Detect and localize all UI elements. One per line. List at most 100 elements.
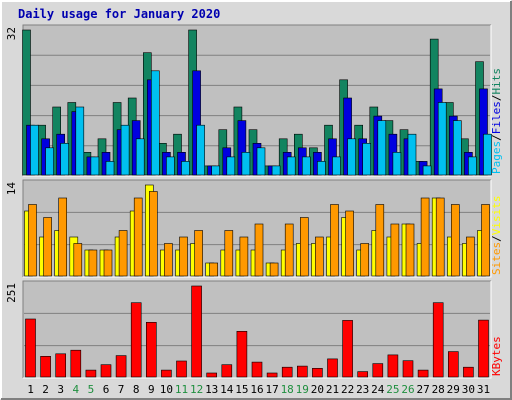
bar-sites-day-5 <box>88 249 98 277</box>
bar-pages-day-12 <box>196 124 205 176</box>
legend-pages: Pages <box>490 141 503 174</box>
bar-kbytes-day-24 <box>372 363 384 378</box>
bar-sites-day-22 <box>345 210 354 277</box>
x-label-day-12: 12 <box>190 383 203 396</box>
legend-separator: / <box>490 134 503 141</box>
legend: Pages/Files/Hits <box>490 68 503 174</box>
bar-pages-day-29 <box>452 120 462 176</box>
bar-sites-day-3 <box>58 197 68 277</box>
x-label-day-20: 20 <box>311 383 324 396</box>
bar-sites-day-19 <box>299 217 309 277</box>
bar-sites-day-9 <box>149 191 158 277</box>
x-label-day-31: 31 <box>477 383 490 396</box>
x-label-day-6: 6 <box>103 383 110 396</box>
bar-kbytes-day-8 <box>130 302 142 378</box>
bar-sites-day-11 <box>179 236 188 277</box>
bar-sites-day-7 <box>118 230 128 277</box>
bar-pages-day-19 <box>301 156 311 176</box>
bar-kbytes-day-6 <box>100 364 112 378</box>
legend: KBytes <box>490 336 503 376</box>
bar-kbytes-day-1 <box>25 318 36 378</box>
legend-separator: / <box>490 235 503 242</box>
x-label-day-4: 4 <box>72 383 79 396</box>
bar-kbytes-day-11 <box>176 360 187 378</box>
bar-pages-day-26 <box>407 133 417 176</box>
bar-kbytes-day-30 <box>463 366 474 378</box>
y-max-label: 32 <box>5 27 18 40</box>
y-max-label: 251 <box>5 283 18 303</box>
bar-sites-day-13 <box>209 262 218 277</box>
x-label-day-26: 26 <box>401 383 414 396</box>
panel-bevel-light <box>23 25 492 177</box>
bar-pages-day-5 <box>90 156 100 176</box>
legend-sites: Sites <box>490 242 503 275</box>
bar-pages-day-15 <box>241 152 251 176</box>
bar-sites-day-30 <box>466 236 475 277</box>
bar-kbytes-day-12 <box>191 285 202 378</box>
bar-kbytes-day-20 <box>312 367 323 378</box>
bar-pages-day-10 <box>166 156 175 176</box>
x-label-day-7: 7 <box>118 383 125 396</box>
x-label-day-5: 5 <box>88 383 95 396</box>
bar-pages-day-30 <box>468 156 477 176</box>
panel-bevel-dark <box>22 179 491 277</box>
bar-kbytes-day-19 <box>296 365 308 378</box>
x-label-day-24: 24 <box>371 383 385 396</box>
bar-pages-day-22 <box>347 138 356 176</box>
panels: 32Pages/Files/Hits14Sites/Visits251KByte… <box>5 24 503 379</box>
bar-sites-day-25 <box>390 223 400 277</box>
bar-kbytes-day-9 <box>146 321 157 378</box>
bar-kbytes-day-25 <box>387 354 399 378</box>
legend-kbytes: KBytes <box>490 336 503 376</box>
bar-kbytes-day-3 <box>55 353 67 378</box>
bar-sites-day-2 <box>43 217 52 277</box>
bar-kbytes-day-31 <box>478 319 489 378</box>
bar-pages-day-23 <box>362 143 372 176</box>
bar-kbytes-day-29 <box>447 351 459 378</box>
bar-sites-day-16 <box>254 223 264 277</box>
bar-sites-day-27 <box>420 197 430 277</box>
x-label-day-11: 11 <box>175 383 188 396</box>
bar-pages-day-4 <box>75 106 85 176</box>
panel-bevel-light <box>23 281 492 379</box>
bar-sites-day-24 <box>375 204 385 277</box>
x-label-day-10: 10 <box>160 383 173 396</box>
x-label-day-23: 23 <box>356 383 369 396</box>
x-label-day-19: 19 <box>296 383 309 396</box>
bar-pages-day-8 <box>135 138 145 176</box>
bar-kbytes-day-13 <box>206 372 217 378</box>
panel-kbytes: 251 KBytes <box>5 280 503 379</box>
bar-kbytes-day-18 <box>281 366 293 378</box>
bar-pages-day-9 <box>151 70 160 176</box>
legend-files: Files <box>490 101 503 134</box>
x-label-day-9: 9 <box>148 383 155 396</box>
x-label-day-3: 3 <box>57 383 64 396</box>
legend-separator: / <box>490 95 503 102</box>
bar-pages-day-20 <box>317 161 326 176</box>
bar-kbytes-day-10 <box>161 369 172 378</box>
x-label-day-21: 21 <box>326 383 339 396</box>
x-label-day-30: 30 <box>462 383 475 396</box>
bar-sites-day-8 <box>133 197 143 277</box>
bar-pages-day-17 <box>271 165 281 176</box>
bar-sites-day-4 <box>73 243 83 277</box>
bar-kbytes-day-2 <box>40 355 51 378</box>
bar-kbytes-day-15 <box>236 330 248 378</box>
bar-kbytes-day-4 <box>70 349 82 378</box>
x-label-day-25: 25 <box>386 383 399 396</box>
bar-pages-day-2 <box>45 147 54 176</box>
legend-visits: Visits <box>490 196 503 236</box>
bar-kbytes-day-17 <box>266 372 278 378</box>
bar-sites-day-20 <box>315 236 324 277</box>
bar-sites-day-1 <box>28 204 37 277</box>
bar-pages-day-31 <box>483 133 492 176</box>
bar-sites-day-31 <box>481 204 490 277</box>
bar-pages-day-13 <box>211 165 220 176</box>
y-max-label: 14 <box>5 182 18 196</box>
bar-kbytes-day-14 <box>221 364 233 378</box>
bar-pages-day-25 <box>392 152 402 176</box>
bar-pages-day-18 <box>286 156 296 176</box>
bar-pages-day-11 <box>181 161 190 176</box>
x-label-day-16: 16 <box>250 383 263 396</box>
